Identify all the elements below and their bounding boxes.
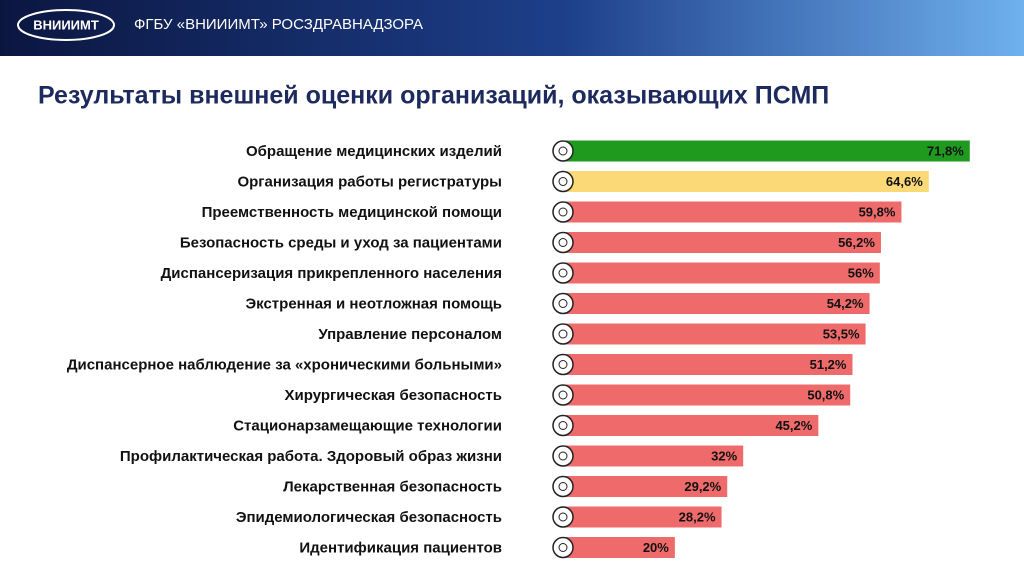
bar-icon-detail <box>558 177 568 186</box>
bar-icon <box>552 475 574 498</box>
bar-icon-detail <box>558 512 568 522</box>
bar-icon <box>552 536 574 559</box>
bar-icon <box>552 414 574 437</box>
bar-icon <box>552 506 574 528</box>
value-label: 59,8% <box>859 204 896 219</box>
value-label: 56% <box>848 265 874 280</box>
bar-icon <box>552 353 574 376</box>
bar-icon <box>552 201 574 223</box>
bar-icon <box>552 231 574 254</box>
bar-icon <box>552 262 574 284</box>
category-label: Идентификация пациентов <box>299 539 502 556</box>
category-label: Обращение медицинских изделий <box>246 143 502 160</box>
bar <box>561 354 853 375</box>
value-label: 54,2% <box>827 296 864 311</box>
category-label: Управление персоналом <box>318 326 502 343</box>
bar <box>561 262 880 284</box>
value-label: 20% <box>643 540 669 555</box>
category-label: Профилактическая работа. Здоровый образ … <box>120 448 502 465</box>
bar-icon-detail <box>558 207 568 217</box>
bar-icon-detail <box>558 268 568 278</box>
bar <box>561 232 881 253</box>
header-bar <box>0 0 1024 56</box>
bar-icon-detail <box>558 146 568 156</box>
category-label: Диспансеризация прикрепленного населения <box>161 265 502 282</box>
bar-icon-detail <box>558 299 568 308</box>
bar <box>561 201 902 223</box>
bar <box>561 415 819 436</box>
bar <box>561 140 970 162</box>
bar-icon-detail <box>558 329 568 339</box>
bar-icon-detail <box>558 238 568 247</box>
category-label: Стационарзамещающие технологии <box>233 417 502 434</box>
bar-icon <box>552 445 574 467</box>
value-label: 45,2% <box>775 418 812 433</box>
bar <box>561 506 722 528</box>
value-label: 51,2% <box>810 357 847 372</box>
value-label: 56,2% <box>838 235 875 250</box>
category-label: Эпидемиологическая безопасность <box>236 509 502 526</box>
value-label: 71,8% <box>927 143 964 158</box>
logo: ВНИИИМТ <box>33 17 99 32</box>
value-label: 64,6% <box>886 174 923 189</box>
value-label: 53,5% <box>823 326 860 341</box>
category-label: Экстренная и неотложная помощь <box>245 295 502 312</box>
bar-icon-detail <box>558 482 568 491</box>
category-label: Преемственность медицинской помощи <box>202 204 502 221</box>
bar <box>561 537 675 558</box>
bar-icon <box>552 323 574 345</box>
org-name: ФГБУ «ВНИИИМТ» РОСЗДРАВНАДЗОРА <box>134 16 423 33</box>
bar-icon <box>552 384 574 406</box>
bar-icon-detail <box>558 543 568 552</box>
plot: Обращение медицинских изделий 71,8% Органи… <box>67 140 970 559</box>
value-label: 32% <box>711 448 737 463</box>
category-label: Организация работы регистратуры <box>237 173 502 190</box>
bar-icon <box>552 170 574 193</box>
bar-icon-detail <box>558 390 568 400</box>
value-label: 50,8% <box>807 387 844 402</box>
chart-title: Результаты внешней оценки организаций, о… <box>38 82 829 110</box>
bar-icon <box>552 140 574 162</box>
bar <box>561 323 866 345</box>
bar <box>561 171 929 192</box>
bar-icon-detail <box>558 360 568 369</box>
bar <box>561 293 870 314</box>
bar-icon-detail <box>558 451 568 461</box>
bar <box>561 445 744 467</box>
category-label: Лекарственная безопасность <box>283 478 502 495</box>
value-label: 28,2% <box>679 509 716 524</box>
logo-ring <box>17 9 115 41</box>
bar <box>561 476 728 497</box>
bar-icon <box>552 292 574 315</box>
bar-icon-detail <box>558 421 568 430</box>
value-label: 29,2% <box>684 479 721 494</box>
bar <box>561 384 851 406</box>
category-label: Безопасность среды и уход за пациентами <box>180 234 502 251</box>
category-label: Хирургическая безопасность <box>285 387 502 404</box>
category-label: Диспансерное наблюдение за «хроническими… <box>67 356 502 373</box>
